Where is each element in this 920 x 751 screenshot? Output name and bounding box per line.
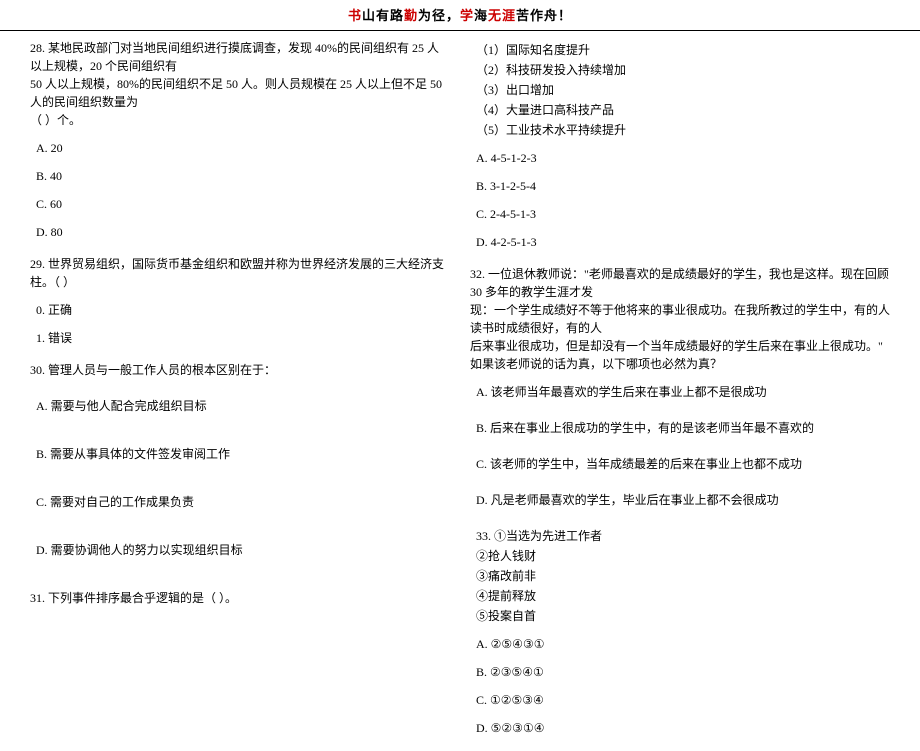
q31-item-5: （5）工业技术水平持续提升	[476, 121, 890, 139]
q31-opt-d: D. 4-2-5-1-3	[476, 233, 890, 251]
hdr-t7: 无涯	[488, 8, 516, 23]
q31-stem: 31. 下列事件排序最合乎逻辑的是（ ）。	[30, 589, 450, 607]
hdr-t4: 为径，	[418, 8, 460, 23]
q32-opt-b: B. 后来在事业上很成功的学生中，有的是该老师当年最不喜欢的	[476, 419, 890, 437]
hdr-t8: 苦作舟！	[516, 8, 572, 23]
q32-opt-a: A. 该老师当年最喜欢的学生后来在事业上都不是很成功	[476, 383, 890, 401]
question-33: 33. ①当选为先进工作者 ②抢人钱财 ③痛改前非 ④提前释放 ⑤投案自首 A.…	[470, 527, 890, 737]
q32-s4: 如果该老师说的话为真，以下哪项也必然为真？	[470, 355, 890, 373]
question-32: 32. 一位退休教师说："老师最喜欢的是成绩最好的学生，我也是这样。现在回顾 3…	[470, 265, 890, 509]
q33-s5: ⑤投案自首	[476, 607, 890, 625]
q29-opt-a: 0. 正确	[36, 301, 450, 319]
q33-s1: 33. ①当选为先进工作者	[476, 527, 890, 545]
hdr-t1: 书	[348, 8, 362, 23]
page-header: 书山有路勤为径，学海无涯苦作舟！	[0, 0, 920, 31]
q29-opt-b: 1. 错误	[36, 329, 450, 347]
hdr-t6: 海	[474, 8, 488, 23]
q33-opt-d: D. ⑤②③①④	[476, 719, 890, 737]
q28-stem-line1: 28. 某地民政部门对当地民间组织进行摸底调查，发现 40%的民间组织有 25 …	[30, 39, 450, 75]
q30-opt-b: B. 需要从事具体的文件签发审阅工作	[36, 445, 450, 463]
q33-opt-c: C. ①②⑤③④	[476, 691, 890, 709]
q33-opt-a: A. ②⑤④③①	[476, 635, 890, 653]
q30-stem: 30. 管理人员与一般工作人员的根本区别在于：	[30, 361, 450, 379]
q31-opt-a: A. 4-5-1-2-3	[476, 149, 890, 167]
q31-item-3: （3）出口增加	[476, 81, 890, 99]
right-column: （1）国际知名度提升 （2）科技研发投入持续增加 （3）出口增加 （4）大量进口…	[460, 39, 900, 751]
q32-stem: 32. 一位退休教师说："老师最喜欢的是成绩最好的学生，我也是这样。现在回顾 3…	[470, 265, 890, 373]
q31-item-4: （4）大量进口高科技产品	[476, 101, 890, 119]
q30-opt-a: A. 需要与他人配合完成组织目标	[36, 397, 450, 415]
hdr-t5: 学	[460, 8, 474, 23]
q32-s1: 32. 一位退休教师说："老师最喜欢的是成绩最好的学生，我也是这样。现在回顾 3…	[470, 265, 890, 301]
hdr-t3: 勤	[404, 8, 418, 23]
q30-opt-d: D. 需要协调他人的努力以实现组织目标	[36, 541, 450, 559]
question-28: 28. 某地民政部门对当地民间组织进行摸底调查，发现 40%的民间组织有 25 …	[30, 39, 450, 241]
q28-opt-a: A. 20	[36, 139, 450, 157]
q32-opt-d: D. 凡是老师最喜欢的学生，毕业后在事业上都不会很成功	[476, 491, 890, 509]
q28-stem-line2: 50 人以上规模，80%的民间组织不足 50 人。则人员规模在 25 人以上但不…	[30, 75, 450, 111]
q28-stem: 28. 某地民政部门对当地民间组织进行摸底调查，发现 40%的民间组织有 25 …	[30, 39, 450, 129]
q28-opt-d: D. 80	[36, 223, 450, 241]
q28-stem-line3: （ ）个。	[30, 111, 450, 129]
q31-item-1: （1）国际知名度提升	[476, 41, 890, 59]
hdr-t2: 山有路	[362, 8, 404, 23]
q33-s4: ④提前释放	[476, 587, 890, 605]
q28-opt-c: C. 60	[36, 195, 450, 213]
question-29: 29. 世界贸易组织，国际货币基金组织和欧盟并称为世界经济发展的三大经济支柱。（…	[30, 255, 450, 347]
content-columns: 28. 某地民政部门对当地民间组织进行摸底调查，发现 40%的民间组织有 25 …	[0, 31, 920, 751]
q33-s3: ③痛改前非	[476, 567, 890, 585]
q30-opt-c: C. 需要对自己的工作成果负责	[36, 493, 450, 511]
q31-options: （1）国际知名度提升 （2）科技研发投入持续增加 （3）出口增加 （4）大量进口…	[470, 41, 890, 251]
q32-opt-c: C. 该老师的学生中，当年成绩最差的后来在事业上也都不成功	[476, 455, 890, 473]
q31-opt-b: B. 3-1-2-5-4	[476, 177, 890, 195]
q33-s2: ②抢人钱财	[476, 547, 890, 565]
question-31: 31. 下列事件排序最合乎逻辑的是（ ）。	[30, 589, 450, 607]
q32-s2: 现：一个学生成绩好不等于他将来的事业很成功。在我所教过的学生中，有的人读书时成绩…	[470, 301, 890, 337]
q32-s3: 后来事业很成功，但是却没有一个当年成绩最好的学生后来在事业上很成功。"	[470, 337, 890, 355]
q33-opt-b: B. ②③⑤④①	[476, 663, 890, 681]
q29-stem: 29. 世界贸易组织，国际货币基金组织和欧盟并称为世界经济发展的三大经济支柱。（…	[30, 255, 450, 291]
left-column: 28. 某地民政部门对当地民间组织进行摸底调查，发现 40%的民间组织有 25 …	[20, 39, 460, 751]
q31-item-2: （2）科技研发投入持续增加	[476, 61, 890, 79]
q31-opt-c: C. 2-4-5-1-3	[476, 205, 890, 223]
q28-opt-b: B. 40	[36, 167, 450, 185]
question-30: 30. 管理人员与一般工作人员的根本区别在于： A. 需要与他人配合完成组织目标…	[30, 361, 450, 559]
